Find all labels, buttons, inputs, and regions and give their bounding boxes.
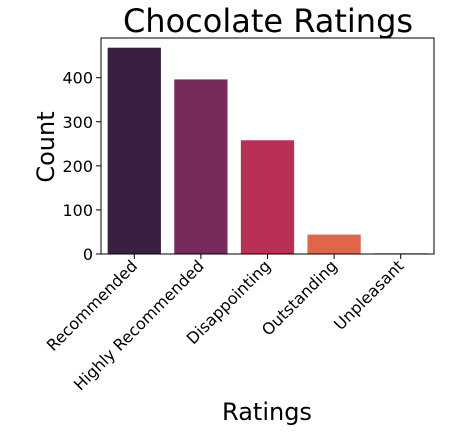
y-axis-label: Count bbox=[32, 111, 60, 182]
y-tick-label: 400 bbox=[62, 69, 93, 88]
bar-disappointing bbox=[240, 140, 295, 254]
y-axis: 0 100 200 300 400 bbox=[62, 69, 101, 264]
x-tick-label: Highly Recommended bbox=[70, 256, 208, 394]
chart-title: Chocolate Ratings bbox=[123, 2, 413, 40]
x-axis-label: Ratings bbox=[222, 398, 312, 426]
bar-outstanding bbox=[307, 234, 361, 254]
y-tick-label: 100 bbox=[62, 201, 93, 220]
y-tick-label: 300 bbox=[62, 113, 93, 132]
bar-recommended bbox=[107, 47, 161, 254]
y-tick-label: 200 bbox=[62, 157, 93, 176]
x-tick-label: Unpleasant bbox=[330, 256, 408, 334]
bar-highly-recommended bbox=[174, 79, 228, 254]
y-tick-label: 0 bbox=[83, 245, 93, 264]
bars-group bbox=[107, 47, 428, 254]
plot-frame bbox=[100, 37, 435, 255]
